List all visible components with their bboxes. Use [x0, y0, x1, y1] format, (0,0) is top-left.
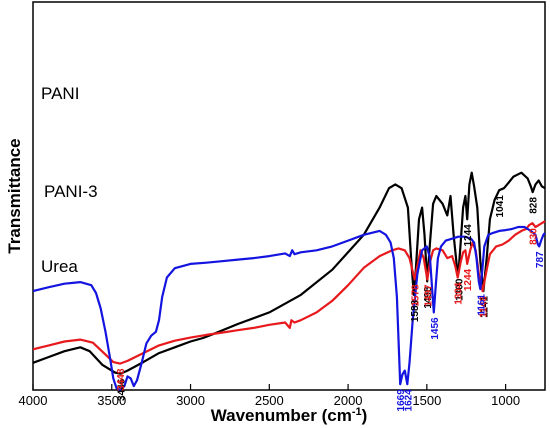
x-axis-ticks: 4000 3500 3000 2500 2000 1500 1000	[19, 384, 520, 408]
series-label-urea: Urea	[41, 257, 78, 276]
x-axis-title-end: )	[362, 406, 368, 425]
series-line-pani-3	[32, 220, 546, 365]
x-tick-label: 1500	[412, 393, 441, 408]
series-line-pani	[32, 171, 546, 375]
x-axis-title-main: Wavenumber (cm	[211, 406, 352, 425]
peak-label-urea: 1456	[430, 317, 441, 340]
plot-frame	[32, 1, 546, 391]
peak-label-pani: 1141	[479, 296, 490, 318]
y-axis-title: Transmittance	[5, 138, 24, 253]
peak-label-pani-3: 1578	[411, 284, 422, 307]
peak-label-pani: 1583	[410, 299, 421, 322]
series-line-urea	[32, 225, 546, 392]
series-label-pani-3: PANI-3	[44, 182, 98, 201]
x-axis-title: Wavenumber (cm-1)	[211, 406, 368, 425]
series-lines	[32, 171, 546, 392]
peak-label-pani-3: 1497	[423, 284, 434, 307]
peak-label-pani: 828	[529, 197, 540, 214]
peak-label-pani: 1498	[423, 286, 434, 309]
peak-label-pani: 1041	[495, 195, 506, 218]
x-tick-label: 3500	[97, 393, 126, 408]
peak-label-pani-3: 1304	[454, 282, 465, 305]
x-axis-title-sup: -1	[352, 406, 362, 418]
x-tick-label: 3000	[176, 393, 205, 408]
series-label-pani: PANI	[41, 84, 79, 103]
peak-label-pani-3: 3448	[116, 368, 127, 391]
peak-label-pani-3: 1146	[479, 296, 490, 318]
x-tick-label: 1000	[491, 393, 520, 408]
x-tick-label: 4000	[19, 393, 48, 408]
peak-label-urea: 1669	[396, 389, 407, 412]
peak-label-urea: 1624	[403, 389, 414, 412]
peak-label-urea: 1161	[476, 294, 487, 316]
peak-label-pani: 3446	[116, 378, 127, 401]
peak-label-pani: 1300	[454, 278, 465, 301]
peak-label-urea: 787	[535, 251, 546, 268]
peak-label-pani-3: 830	[528, 228, 539, 245]
peak-label-pani: 1244	[463, 224, 474, 247]
peak-label-pani-3: 1244	[463, 268, 474, 291]
x-tick-label: 2500	[255, 393, 284, 408]
x-tick-label: 2000	[334, 393, 363, 408]
